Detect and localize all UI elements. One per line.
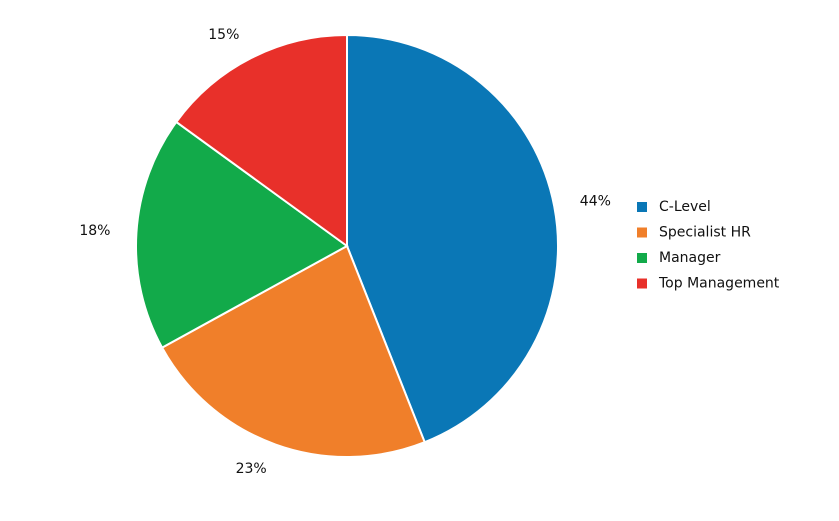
legend-swatch	[637, 227, 647, 238]
legend-swatch	[637, 202, 647, 212]
legend-swatch	[637, 253, 647, 263]
legend-label: Top Management	[658, 276, 780, 292]
pie-slice	[174, 33, 348, 248]
value-label: 23%	[236, 461, 267, 477]
pie-slice	[346, 33, 559, 444]
legend-label: C-Level	[659, 199, 711, 215]
value-label: 18%	[79, 223, 110, 239]
value-label: 44%	[580, 194, 611, 210]
legend-label: Manager	[659, 250, 721, 266]
value-label: 15%	[208, 27, 239, 43]
pie-slice	[135, 120, 349, 350]
pie-slice	[160, 244, 426, 458]
legend-label: Specialist HR	[659, 225, 751, 241]
legend-swatch	[637, 278, 647, 289]
